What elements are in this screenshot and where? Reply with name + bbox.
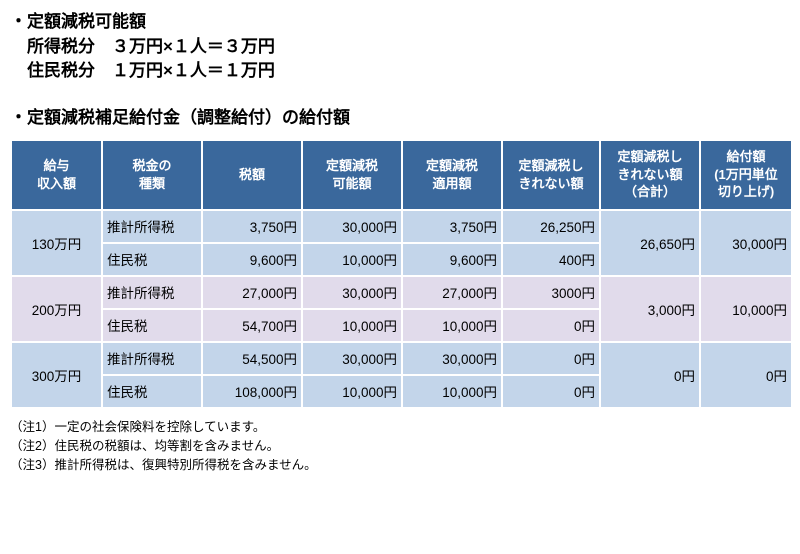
cell-tax-amount: 9,600円: [201, 241, 303, 277]
footnote-2: （注2）住民税の税額は、均等割を含みません。: [10, 438, 280, 453]
header-reduction-applied: 定額減税 適用額: [401, 138, 503, 211]
table-row: 住民税 54,700円 10,000円 10,000円 0円: [11, 307, 792, 343]
cell-not-covered-total: 26,650円: [599, 208, 701, 277]
cell-income: 200万円: [10, 274, 103, 343]
cell-not-covered-total: 0円: [599, 340, 701, 409]
cell-reduction-applied: 10,000円: [401, 373, 503, 409]
cell-tax-type: 推計所得税: [101, 208, 203, 244]
footnote-1: （注1）一定の社会保険料を控除しています。: [10, 419, 266, 434]
cell-tax-amount: 27,000円: [201, 274, 303, 310]
footnotes: （注1）一定の社会保険料を控除しています。 （注2）住民税の税額は、均等割を含み…: [10, 418, 790, 476]
section-title-benefit-amount: ・定額減税補足給付金（調整給付）の給付額: [10, 107, 350, 127]
footnote-3: （注3）推計所得税は、復興特別所得税を含みません。: [10, 458, 317, 473]
cell-reduction-possible: 10,000円: [301, 373, 403, 409]
cell-income: 130万円: [10, 208, 103, 277]
cell-reduction-applied: 30,000円: [401, 340, 503, 376]
cell-income: 300万円: [10, 340, 103, 409]
cell-reduction-applied: 27,000円: [401, 274, 503, 310]
cell-tax-amount: 54,500円: [201, 340, 303, 376]
cell-tax-amount: 108,000円: [201, 373, 303, 409]
cell-reduction-possible: 10,000円: [301, 307, 403, 343]
cell-reduction-possible: 30,000円: [301, 274, 403, 310]
cell-tax-type: 住民税: [101, 307, 203, 343]
table-row: 300万円 推計所得税 54,500円 30,000円 30,000円 0円 0…: [10, 340, 793, 409]
cell-reduction-applied: 9,600円: [401, 241, 503, 277]
table-row: 住民税 108,000円 10,000円 10,000円 0円: [11, 373, 792, 409]
table-row: 130万円 推計所得税 3,750円 30,000円 3,750円 26,250…: [10, 208, 793, 277]
header-reduction-possible: 定額減税 可能額: [301, 138, 403, 211]
cell-benefit-amount: 0円: [699, 340, 793, 409]
cell-tax-amount: 54,700円: [201, 307, 303, 343]
table-row: 200万円 推計所得税 27,000円 30,000円 27,000円 3000…: [10, 274, 793, 343]
cell-reduction-applied: 10,000円: [401, 307, 503, 343]
cell-reduction-applied: 3,750円: [401, 208, 503, 244]
cell-tax-type: 推計所得税: [101, 340, 203, 376]
header-not-covered: 定額減税し きれない額: [501, 138, 601, 211]
cell-not-covered-total: 3,000円: [599, 274, 701, 343]
cell-tax-amount: 3,750円: [201, 208, 303, 244]
income-tax-calculation-line: 所得税分 ３万円×１人＝３万円: [27, 36, 275, 56]
header-benefit-amount: 給付額 (1万円単位 切り上げ): [699, 138, 793, 211]
benefit-amount-table: 給与 収入額 税金の 種類 税額 定額減税 可能額 定額減税 適用額 定額減税し…: [10, 138, 793, 409]
header-income: 給与 収入額: [10, 138, 103, 211]
cell-not-covered: 400円: [501, 241, 601, 277]
header-not-covered-total: 定額減税し きれない額 （合計）: [599, 138, 701, 211]
cell-reduction-possible: 10,000円: [301, 241, 403, 277]
cell-tax-type: 推計所得税: [101, 274, 203, 310]
intro-section: ・定額減税可能額 所得税分 ３万円×１人＝３万円 住民税分 １万円×１人＝１万円: [10, 10, 790, 84]
table-row: 住民税 9,600円 10,000円 9,600円 400円: [11, 241, 792, 277]
cell-not-covered: 0円: [501, 340, 601, 376]
resident-tax-calculation-line: 住民税分 １万円×１人＝１万円: [27, 61, 275, 81]
table-header-row: 給与 収入額 税金の 種類 税額 定額減税 可能額 定額減税 適用額 定額減税し…: [10, 138, 793, 211]
cell-benefit-amount: 30,000円: [699, 208, 793, 277]
header-tax-amount: 税額: [201, 138, 303, 211]
cell-benefit-amount: 10,000円: [699, 274, 793, 343]
cell-tax-type: 住民税: [101, 373, 203, 409]
cell-not-covered: 3000円: [501, 274, 601, 310]
cell-not-covered: 0円: [501, 373, 601, 409]
section-title-reduction-possible: ・定額減税可能額: [10, 12, 146, 31]
cell-reduction-possible: 30,000円: [301, 340, 403, 376]
cell-not-covered: 26,250円: [501, 208, 601, 244]
header-tax-type: 税金の 種類: [101, 138, 203, 211]
cell-not-covered: 0円: [501, 307, 601, 343]
cell-tax-type: 住民税: [101, 241, 203, 277]
cell-reduction-possible: 30,000円: [301, 208, 403, 244]
